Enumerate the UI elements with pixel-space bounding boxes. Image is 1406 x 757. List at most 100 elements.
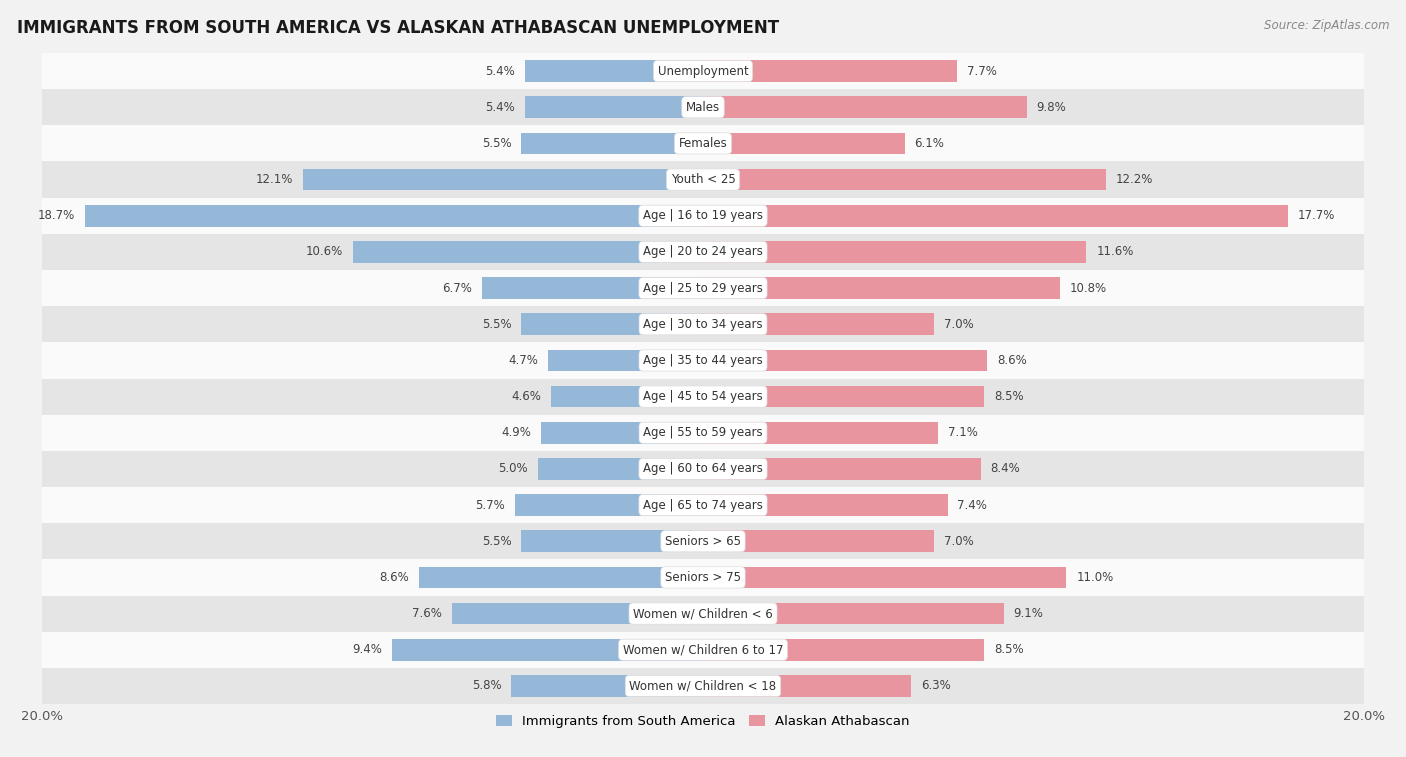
Bar bbox=[42, 378, 1364, 415]
Text: 6.1%: 6.1% bbox=[914, 137, 945, 150]
Text: 7.4%: 7.4% bbox=[957, 499, 987, 512]
Bar bbox=[703, 566, 1066, 588]
Text: 8.6%: 8.6% bbox=[997, 354, 1026, 367]
Text: 7.6%: 7.6% bbox=[412, 607, 441, 620]
Bar bbox=[703, 386, 984, 407]
Text: Age | 65 to 74 years: Age | 65 to 74 years bbox=[643, 499, 763, 512]
Bar bbox=[353, 241, 703, 263]
Text: 9.8%: 9.8% bbox=[1036, 101, 1067, 114]
Legend: Immigrants from South America, Alaskan Athabascan: Immigrants from South America, Alaskan A… bbox=[491, 709, 915, 734]
Bar bbox=[703, 494, 948, 516]
Bar bbox=[703, 132, 904, 154]
Bar bbox=[524, 96, 703, 118]
Bar bbox=[524, 61, 703, 82]
Bar bbox=[42, 89, 1364, 126]
Text: 5.5%: 5.5% bbox=[482, 318, 512, 331]
Text: Youth < 25: Youth < 25 bbox=[671, 173, 735, 186]
Bar bbox=[703, 169, 1107, 191]
Bar bbox=[703, 313, 934, 335]
Text: 6.3%: 6.3% bbox=[921, 680, 950, 693]
Text: Unemployment: Unemployment bbox=[658, 64, 748, 77]
Bar bbox=[42, 53, 1364, 89]
Text: 6.7%: 6.7% bbox=[441, 282, 471, 294]
Text: 4.9%: 4.9% bbox=[502, 426, 531, 439]
Text: Age | 25 to 29 years: Age | 25 to 29 years bbox=[643, 282, 763, 294]
Bar bbox=[42, 198, 1364, 234]
Text: Age | 45 to 54 years: Age | 45 to 54 years bbox=[643, 390, 763, 403]
Bar bbox=[522, 531, 703, 552]
Bar bbox=[42, 631, 1364, 668]
Text: 8.6%: 8.6% bbox=[380, 571, 409, 584]
Bar bbox=[515, 494, 703, 516]
Bar bbox=[42, 234, 1364, 270]
Text: 12.1%: 12.1% bbox=[256, 173, 294, 186]
Bar bbox=[419, 566, 703, 588]
Text: IMMIGRANTS FROM SOUTH AMERICA VS ALASKAN ATHABASCAN UNEMPLOYMENT: IMMIGRANTS FROM SOUTH AMERICA VS ALASKAN… bbox=[17, 19, 779, 37]
Bar bbox=[42, 487, 1364, 523]
Text: 5.5%: 5.5% bbox=[482, 534, 512, 548]
Text: Seniors > 65: Seniors > 65 bbox=[665, 534, 741, 548]
Bar bbox=[551, 386, 703, 407]
Text: 7.0%: 7.0% bbox=[945, 534, 974, 548]
Bar bbox=[522, 132, 703, 154]
Text: Women w/ Children < 6: Women w/ Children < 6 bbox=[633, 607, 773, 620]
Bar bbox=[703, 458, 980, 480]
Text: 7.1%: 7.1% bbox=[948, 426, 977, 439]
Bar bbox=[703, 603, 1004, 625]
Text: Seniors > 75: Seniors > 75 bbox=[665, 571, 741, 584]
Text: 8.5%: 8.5% bbox=[994, 643, 1024, 656]
Bar bbox=[304, 169, 703, 191]
Text: 9.1%: 9.1% bbox=[1014, 607, 1043, 620]
Text: Age | 35 to 44 years: Age | 35 to 44 years bbox=[643, 354, 763, 367]
Bar bbox=[42, 668, 1364, 704]
Bar bbox=[42, 559, 1364, 596]
Bar bbox=[703, 96, 1026, 118]
Text: 5.4%: 5.4% bbox=[485, 101, 515, 114]
Bar bbox=[482, 277, 703, 299]
Bar bbox=[703, 205, 1288, 226]
Text: 9.4%: 9.4% bbox=[353, 643, 382, 656]
Text: 8.5%: 8.5% bbox=[994, 390, 1024, 403]
Bar bbox=[42, 342, 1364, 378]
Text: Males: Males bbox=[686, 101, 720, 114]
Text: Age | 16 to 19 years: Age | 16 to 19 years bbox=[643, 209, 763, 223]
Bar bbox=[537, 458, 703, 480]
Bar bbox=[451, 603, 703, 625]
Text: 4.6%: 4.6% bbox=[512, 390, 541, 403]
Bar bbox=[42, 451, 1364, 487]
Bar bbox=[703, 241, 1087, 263]
Text: 10.8%: 10.8% bbox=[1070, 282, 1107, 294]
Bar bbox=[42, 126, 1364, 161]
Text: 5.5%: 5.5% bbox=[482, 137, 512, 150]
Bar bbox=[703, 531, 934, 552]
Bar bbox=[42, 161, 1364, 198]
Bar bbox=[703, 675, 911, 696]
Bar bbox=[42, 270, 1364, 306]
Text: 11.0%: 11.0% bbox=[1077, 571, 1114, 584]
Text: 17.7%: 17.7% bbox=[1298, 209, 1336, 223]
Text: Females: Females bbox=[679, 137, 727, 150]
Bar bbox=[522, 313, 703, 335]
Bar bbox=[86, 205, 703, 226]
Bar bbox=[42, 415, 1364, 451]
Text: 5.8%: 5.8% bbox=[472, 680, 502, 693]
Text: Age | 20 to 24 years: Age | 20 to 24 years bbox=[643, 245, 763, 258]
Text: 12.2%: 12.2% bbox=[1116, 173, 1153, 186]
Bar bbox=[703, 639, 984, 661]
Text: 10.6%: 10.6% bbox=[305, 245, 343, 258]
Bar bbox=[703, 277, 1060, 299]
Text: 11.6%: 11.6% bbox=[1097, 245, 1133, 258]
Text: 7.0%: 7.0% bbox=[945, 318, 974, 331]
Text: Age | 60 to 64 years: Age | 60 to 64 years bbox=[643, 463, 763, 475]
Text: Age | 30 to 34 years: Age | 30 to 34 years bbox=[643, 318, 763, 331]
Text: 5.4%: 5.4% bbox=[485, 64, 515, 77]
Text: 8.4%: 8.4% bbox=[990, 463, 1021, 475]
Text: 18.7%: 18.7% bbox=[38, 209, 75, 223]
Bar bbox=[42, 306, 1364, 342]
Text: 7.7%: 7.7% bbox=[967, 64, 997, 77]
Bar bbox=[548, 350, 703, 371]
Bar bbox=[42, 523, 1364, 559]
Bar bbox=[512, 675, 703, 696]
Bar bbox=[42, 596, 1364, 631]
Text: 4.7%: 4.7% bbox=[508, 354, 537, 367]
